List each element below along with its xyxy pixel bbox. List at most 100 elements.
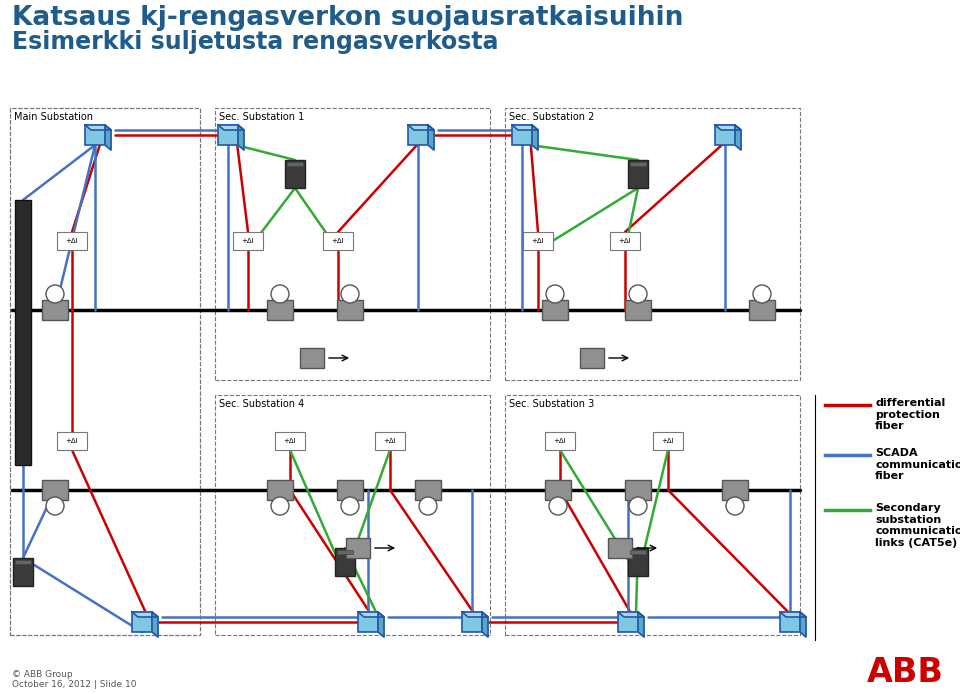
- Bar: [462, 612, 482, 632]
- Bar: [215, 108, 490, 380]
- Polygon shape: [532, 125, 538, 150]
- Text: Main Substation: Main Substation: [14, 112, 93, 122]
- Polygon shape: [238, 125, 244, 150]
- Circle shape: [546, 285, 564, 303]
- Bar: [323, 232, 353, 250]
- Polygon shape: [152, 612, 158, 637]
- Bar: [57, 432, 87, 450]
- Text: +ΔI: +ΔI: [284, 438, 297, 444]
- Bar: [542, 300, 568, 320]
- Text: ABB: ABB: [867, 656, 944, 688]
- Bar: [42, 300, 68, 320]
- Text: SCADA
communication
fiber: SCADA communication fiber: [875, 448, 960, 481]
- Bar: [15, 560, 31, 564]
- Bar: [375, 432, 405, 450]
- Bar: [337, 480, 363, 500]
- Bar: [15, 200, 31, 465]
- Bar: [628, 548, 648, 576]
- Circle shape: [726, 497, 744, 515]
- Bar: [625, 300, 651, 320]
- Bar: [42, 480, 68, 500]
- Bar: [132, 612, 152, 632]
- Circle shape: [341, 285, 359, 303]
- Bar: [337, 550, 353, 554]
- Bar: [267, 480, 293, 500]
- Text: +ΔI: +ΔI: [65, 438, 79, 444]
- Bar: [285, 160, 305, 188]
- Polygon shape: [378, 612, 384, 637]
- Polygon shape: [85, 125, 111, 130]
- Bar: [512, 125, 532, 145]
- Text: Sec. Substation 2: Sec. Substation 2: [509, 112, 594, 122]
- Bar: [630, 550, 646, 554]
- Text: +ΔI: +ΔI: [661, 438, 674, 444]
- Bar: [523, 232, 553, 250]
- Bar: [408, 125, 428, 145]
- Text: © ABB Group
October 16, 2012 | Slide 10: © ABB Group October 16, 2012 | Slide 10: [12, 670, 136, 689]
- Bar: [415, 480, 441, 500]
- Bar: [505, 108, 800, 380]
- Bar: [346, 538, 370, 558]
- Text: Sec. Substation 3: Sec. Substation 3: [509, 399, 594, 409]
- Bar: [608, 538, 632, 558]
- Circle shape: [271, 497, 289, 515]
- Polygon shape: [512, 125, 538, 130]
- Bar: [85, 125, 105, 145]
- Text: Secondary
substation
communication
links (CAT5e): Secondary substation communication links…: [875, 503, 960, 548]
- Bar: [749, 300, 775, 320]
- Circle shape: [753, 285, 771, 303]
- Bar: [267, 300, 293, 320]
- Circle shape: [629, 497, 647, 515]
- Bar: [630, 162, 646, 166]
- Bar: [722, 480, 748, 500]
- Circle shape: [271, 285, 289, 303]
- Bar: [780, 612, 800, 632]
- Circle shape: [419, 497, 437, 515]
- Polygon shape: [358, 612, 384, 617]
- Polygon shape: [800, 612, 806, 637]
- Text: +ΔI: +ΔI: [532, 238, 544, 244]
- Text: +ΔI: +ΔI: [618, 238, 632, 244]
- Bar: [610, 232, 640, 250]
- Bar: [337, 300, 363, 320]
- Polygon shape: [132, 612, 158, 617]
- Text: +ΔI: +ΔI: [332, 238, 345, 244]
- Text: +ΔI: +ΔI: [384, 438, 396, 444]
- Bar: [505, 395, 800, 635]
- Bar: [10, 108, 200, 635]
- Polygon shape: [715, 125, 741, 130]
- Polygon shape: [735, 125, 741, 150]
- Polygon shape: [105, 125, 111, 150]
- Text: Katsaus kj-rengasverkon suojausratkaisuihin: Katsaus kj-rengasverkon suojausratkaisui…: [12, 5, 684, 31]
- Circle shape: [46, 497, 64, 515]
- Polygon shape: [408, 125, 434, 130]
- Text: Sec. Substation 4: Sec. Substation 4: [219, 399, 304, 409]
- Bar: [358, 612, 378, 632]
- Circle shape: [549, 497, 567, 515]
- Bar: [275, 432, 305, 450]
- Polygon shape: [638, 612, 644, 637]
- Polygon shape: [618, 612, 644, 617]
- Bar: [545, 480, 571, 500]
- Circle shape: [46, 285, 64, 303]
- Bar: [57, 232, 87, 250]
- Polygon shape: [780, 612, 806, 617]
- Bar: [10, 108, 200, 635]
- Bar: [218, 125, 238, 145]
- Polygon shape: [218, 125, 244, 130]
- Bar: [653, 432, 683, 450]
- Bar: [335, 548, 355, 576]
- Bar: [287, 162, 303, 166]
- Bar: [580, 348, 604, 368]
- Bar: [628, 160, 648, 188]
- Text: +ΔI: +ΔI: [65, 238, 79, 244]
- Bar: [300, 348, 324, 368]
- Text: Esimerkki suljetusta rengasverkosta: Esimerkki suljetusta rengasverkosta: [12, 30, 498, 54]
- Bar: [715, 125, 735, 145]
- Text: differential
protection
fiber: differential protection fiber: [875, 398, 946, 431]
- Bar: [233, 232, 263, 250]
- Text: +ΔI: +ΔI: [242, 238, 254, 244]
- Polygon shape: [428, 125, 434, 150]
- Text: +ΔI: +ΔI: [554, 438, 566, 444]
- Polygon shape: [482, 612, 488, 637]
